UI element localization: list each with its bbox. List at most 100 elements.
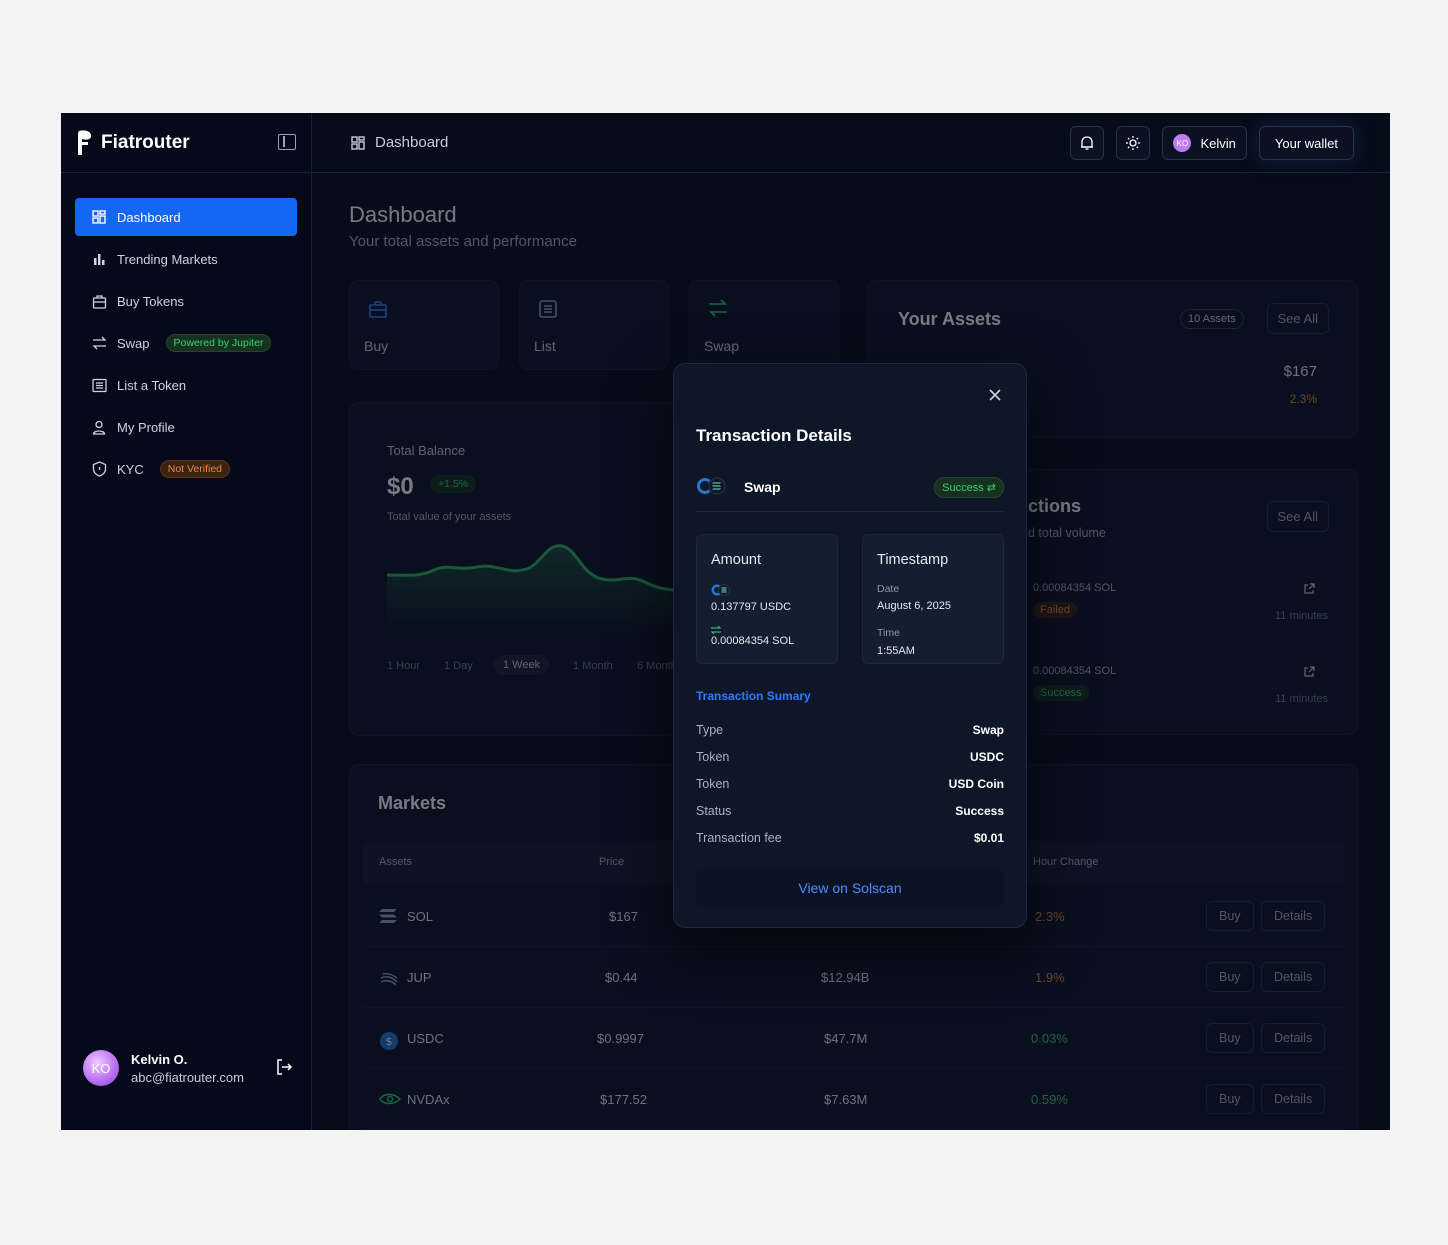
date-value: August 6, 2025 <box>877 600 952 612</box>
sidebar-item-swap[interactable]: Swap Powered by Jupiter <box>75 324 297 362</box>
bag-icon <box>368 299 388 324</box>
external-link-icon[interactable] <box>1303 665 1315 683</box>
transaction-item[interactable]: 0.00084354 SOL Success 11 minutes <box>1033 665 1333 725</box>
details-button[interactable]: Details <box>1261 901 1326 931</box>
token-pair-icon <box>696 476 730 496</box>
column-price[interactable]: Price <box>599 856 625 868</box>
quick-action-buy[interactable]: Buy <box>349 280 499 370</box>
range-1-hour[interactable]: 1 Hour <box>387 660 421 672</box>
avatar: KO <box>83 1050 119 1086</box>
jup-icon <box>379 970 399 993</box>
sidebar-item-list-a-token[interactable]: List a Token <box>75 366 297 404</box>
amount-from: 0.137797 USDC <box>711 601 792 613</box>
buy-button[interactable]: Buy <box>1206 901 1254 931</box>
logout-icon[interactable] <box>275 1058 293 1081</box>
user-name: Kelvin O. <box>131 1051 188 1067</box>
assets-card: Your Assets 10 Assets See All $167 2.3% <box>867 280 1358 438</box>
sidebar: Fiatrouter Dashboard Trending Markets <box>61 113 312 1130</box>
balance-value: $0 <box>387 473 414 500</box>
amount-to: 0.00084354 SOL <box>711 635 795 647</box>
column-hour-change[interactable]: Hour Change <box>1033 856 1099 868</box>
quick-action-label: List <box>534 338 556 354</box>
external-link-icon[interactable] <box>1303 582 1315 600</box>
quick-action-list[interactable]: List <box>519 280 669 370</box>
token-pair-icon <box>711 583 731 601</box>
swap-icon <box>91 335 107 351</box>
table-row: NVDAx $177.52 $7.63M 0.59% Buy Details <box>363 1070 1344 1130</box>
range-1-month[interactable]: 1 Month <box>573 660 613 672</box>
list-icon <box>91 377 107 393</box>
sidebar-item-label: Trending Markets <box>117 251 218 267</box>
asset-change: 0.59% <box>1031 1092 1068 1107</box>
top-actions: KO Kelvin Your wallet <box>1070 126 1354 160</box>
asset-name: JUP <box>407 970 432 985</box>
asset-change: 0.03% <box>1031 1031 1068 1046</box>
status-badge: Success ⇄ <box>934 477 1004 498</box>
user-menu-button[interactable]: KO Kelvin <box>1162 126 1247 160</box>
balance-label: Total Balance <box>387 443 466 458</box>
sidebar-collapse-icon[interactable] <box>278 134 296 150</box>
sidebar-item-my-profile[interactable]: My Profile <box>75 408 297 446</box>
time-value: 1:55AM <box>877 645 915 657</box>
app-window: Fiatrouter Dashboard Trending Markets <box>61 113 1390 1130</box>
bar-chart-icon <box>91 251 107 267</box>
timestamp-header: Timestamp <box>877 552 949 568</box>
view-on-solscan-button[interactable]: View on Solscan <box>696 869 1004 907</box>
bag-icon <box>91 293 107 309</box>
asset-volume: $12.94B <box>821 970 870 985</box>
details-button[interactable]: Details <box>1261 1023 1326 1053</box>
range-6-month[interactable]: 6 Month <box>637 660 677 672</box>
table-row: JUP $0.44 $12.94B 1.9% Buy Details <box>363 948 1344 1008</box>
assets-title: Your Assets <box>898 309 1002 329</box>
sidebar-item-label: Dashboard <box>117 209 181 225</box>
transaction-item[interactable]: 0.00084354 SOL Failed 11 minutes <box>1033 582 1333 642</box>
transaction-details-modal: Transaction Details Swap Success ⇄ Amoun… <box>673 363 1027 928</box>
summary-row: Status Success <box>696 804 1004 824</box>
asset-price: $177.52 <box>600 1092 647 1107</box>
transaction-status: Failed <box>1033 602 1077 618</box>
column-assets[interactable]: Assets <box>379 856 413 868</box>
notifications-button[interactable] <box>1070 126 1105 160</box>
nvda-icon <box>379 1092 402 1109</box>
svg-text:$: $ <box>386 1035 393 1048</box>
buy-button[interactable]: Buy <box>1206 962 1254 992</box>
swap-icon <box>708 299 728 322</box>
sidebar-item-label: Swap <box>117 335 150 351</box>
transaction-time: 11 minutes <box>1275 693 1328 705</box>
buy-button[interactable]: Buy <box>1206 1084 1254 1114</box>
wallet-button[interactable]: Your wallet <box>1258 126 1354 160</box>
summary-title: Transaction Sumary <box>696 689 811 703</box>
range-1-week[interactable]: 1 Week <box>494 655 550 675</box>
balance-sparkline <box>387 544 687 633</box>
details-button[interactable]: Details <box>1261 962 1326 992</box>
table-row: SOL $167 2.3% Buy Details <box>363 887 1344 947</box>
quick-action-label: Buy <box>364 338 389 354</box>
swap-icon <box>710 621 722 639</box>
assets-see-all-button[interactable]: See All <box>1266 303 1329 334</box>
sol-icon <box>379 909 397 926</box>
avatar: KO <box>1173 134 1192 152</box>
transaction-status: Success <box>1033 685 1089 701</box>
range-1-day[interactable]: 1 Day <box>444 660 473 672</box>
transactions-see-all-button[interactable]: See All <box>1266 501 1329 532</box>
close-icon[interactable] <box>988 388 1004 404</box>
sidebar-item-label: Buy Tokens <box>117 293 184 309</box>
asset-name: USDC <box>407 1031 444 1046</box>
transaction-type: Swap <box>744 479 781 495</box>
sidebar-item-buy-tokens[interactable]: Buy Tokens <box>75 282 297 320</box>
quick-action-swap[interactable]: Swap <box>689 280 839 370</box>
bell-icon <box>1081 136 1094 150</box>
breadcrumb: Dashboard <box>350 134 448 151</box>
sidebar-item-kyc[interactable]: KYC Not Verified <box>75 450 297 488</box>
sidebar-item-dashboard[interactable]: Dashboard <box>75 198 297 236</box>
details-button[interactable]: Details <box>1261 1084 1326 1114</box>
timestamp-box: Timestamp Date August 6, 2025 Time 1:55A… <box>862 534 1004 664</box>
sun-icon <box>1126 136 1141 150</box>
asset-change: 2.3% <box>1035 909 1065 924</box>
summary-value: USDC <box>969 750 1004 764</box>
buy-button[interactable]: Buy <box>1206 1023 1254 1053</box>
sidebar-item-trending-markets[interactable]: Trending Markets <box>75 240 297 278</box>
dashboard-icon <box>350 135 366 151</box>
theme-toggle-button[interactable] <box>1116 126 1151 160</box>
balance-change-badge: +1.5% <box>430 475 477 493</box>
